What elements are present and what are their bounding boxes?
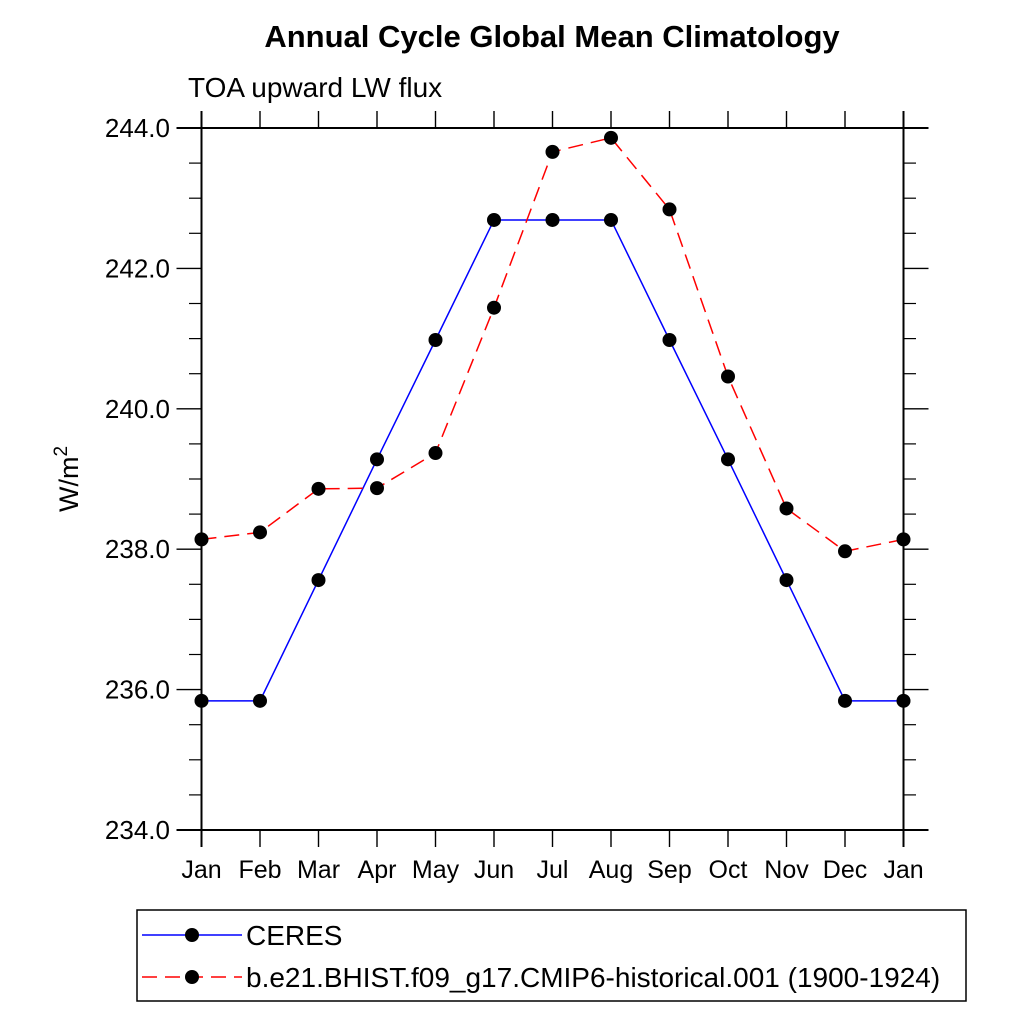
x-tick-label: Dec xyxy=(823,856,867,884)
data-point-ceres xyxy=(838,693,852,708)
x-tick-label: Mar xyxy=(297,856,340,884)
data-point-model xyxy=(838,544,852,559)
y-axis-label-superscript: 2 xyxy=(51,446,72,457)
x-tick-label: Sep xyxy=(647,856,691,884)
data-point-model xyxy=(604,130,618,145)
data-point-ceres xyxy=(428,333,443,348)
chart-title: Annual Cycle Global Mean Climatology xyxy=(264,19,840,54)
x-tick-label: Oct xyxy=(709,856,748,884)
data-point-ceres xyxy=(545,212,560,227)
y-tick-label: 234.0 xyxy=(105,815,170,845)
legend-label-model: b.e21.BHIST.f09_g17.CMIP6-historical.001… xyxy=(246,962,940,993)
data-point-ceres xyxy=(370,452,384,467)
data-series xyxy=(194,130,911,708)
legend-label-ceres: CERES xyxy=(246,920,342,951)
legend-marker-ceres xyxy=(185,928,199,942)
x-tick-label: Nov xyxy=(764,856,809,884)
data-point-ceres xyxy=(194,693,209,708)
data-point-model xyxy=(896,532,911,547)
legend: CERES b.e21.BHIST.f09_g17.CMIP6-historic… xyxy=(136,909,967,1002)
ceres-line xyxy=(201,219,904,702)
y-tick-label: 242.0 xyxy=(105,253,170,283)
x-tick-label: Jan xyxy=(181,856,221,884)
data-point-model xyxy=(545,144,560,159)
chart-subtitle: TOA upward LW flux xyxy=(188,72,442,103)
legend-box xyxy=(136,909,967,1002)
data-point-model xyxy=(428,446,443,461)
x-tick-label: May xyxy=(412,856,460,884)
data-point-ceres xyxy=(662,333,677,348)
data-point-model xyxy=(662,202,677,217)
y-tick-label: 238.0 xyxy=(105,534,170,564)
y-axis-label-base: W/m xyxy=(54,457,84,512)
x-tick-label: Jul xyxy=(537,856,569,884)
x-tick-label: Jun xyxy=(474,856,514,884)
x-tick-label: Apr xyxy=(358,856,397,884)
y-axis-label: W/m2 xyxy=(51,446,84,512)
model-line xyxy=(201,136,904,553)
data-point-ceres xyxy=(311,573,326,588)
data-point-model xyxy=(370,481,384,496)
data-point-ceres xyxy=(721,452,735,467)
x-tick-label: Feb xyxy=(238,856,281,884)
data-point-model xyxy=(194,532,209,547)
data-point-model xyxy=(721,369,735,384)
data-point-ceres xyxy=(253,693,267,708)
data-point-model xyxy=(253,525,267,540)
data-point-model xyxy=(487,300,501,315)
data-point-ceres xyxy=(779,573,794,588)
x-tick-label: Jan xyxy=(883,856,923,884)
data-point-model xyxy=(311,481,326,496)
data-point-ceres xyxy=(604,212,618,227)
y-tick-label: 236.0 xyxy=(105,675,170,705)
data-point-ceres xyxy=(896,693,911,708)
data-point-model xyxy=(779,501,794,516)
y-tick-label: 244.0 xyxy=(105,113,170,143)
axes: 234.0 236.0 238.0 240.0 242.0 244.0 Jan Feb Mar A… xyxy=(105,111,929,884)
y-tick-label: 240.0 xyxy=(105,394,170,424)
legend-marker-model xyxy=(185,970,199,984)
x-tick-label: Aug xyxy=(589,856,633,884)
data-point-ceres xyxy=(487,212,501,227)
